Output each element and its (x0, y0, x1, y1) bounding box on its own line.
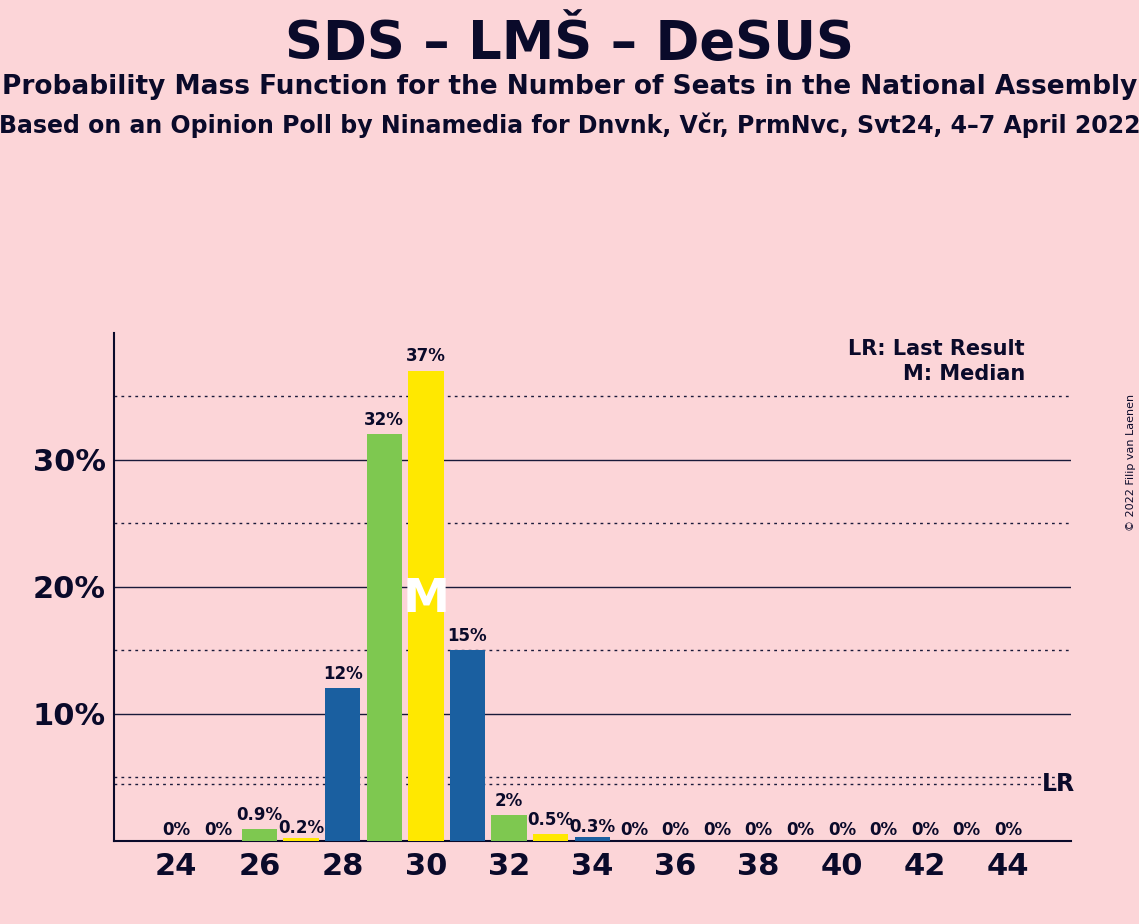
Text: 2%: 2% (495, 792, 523, 809)
Text: 0%: 0% (952, 821, 981, 839)
Bar (325, 688, 360, 841)
Text: LR: LR (1041, 772, 1075, 796)
Text: M: M (402, 577, 450, 622)
Bar (491, 816, 526, 841)
Text: 0%: 0% (204, 821, 232, 839)
Text: 15%: 15% (448, 626, 487, 645)
Text: LR: Last Result: LR: Last Result (849, 339, 1025, 359)
Text: 37%: 37% (405, 347, 445, 365)
Text: 0.2%: 0.2% (278, 819, 325, 837)
Text: 0%: 0% (828, 821, 855, 839)
Text: Based on an Opinion Poll by Ninamedia for Dnvnk, Včr, PrmNvc, Svt24, 4–7 April 2: Based on an Opinion Poll by Ninamedia fo… (0, 113, 1139, 139)
Bar (284, 838, 319, 841)
Text: 12%: 12% (322, 664, 362, 683)
Text: 0%: 0% (869, 821, 898, 839)
Text: 0%: 0% (162, 821, 190, 839)
Text: 0.5%: 0.5% (527, 810, 574, 829)
Bar (408, 371, 443, 841)
Text: 0%: 0% (745, 821, 772, 839)
Text: 0%: 0% (662, 821, 689, 839)
Text: SDS – LMŠ – DeSUS: SDS – LMŠ – DeSUS (285, 18, 854, 70)
Bar (241, 830, 277, 841)
Bar (367, 434, 402, 841)
Text: 0%: 0% (911, 821, 940, 839)
Text: M: Median: M: Median (902, 364, 1025, 384)
Bar (450, 650, 485, 841)
Text: 0%: 0% (620, 821, 648, 839)
Text: 0%: 0% (703, 821, 731, 839)
Bar (574, 837, 611, 841)
Text: 0%: 0% (994, 821, 1023, 839)
Text: 32%: 32% (364, 410, 404, 429)
Text: Probability Mass Function for the Number of Seats in the National Assembly: Probability Mass Function for the Number… (2, 74, 1137, 100)
Text: 0%: 0% (786, 821, 814, 839)
Text: © 2022 Filip van Laenen: © 2022 Filip van Laenen (1126, 394, 1136, 530)
Bar (533, 834, 568, 841)
Text: 0.9%: 0.9% (237, 806, 282, 823)
Text: 0.3%: 0.3% (570, 818, 615, 835)
